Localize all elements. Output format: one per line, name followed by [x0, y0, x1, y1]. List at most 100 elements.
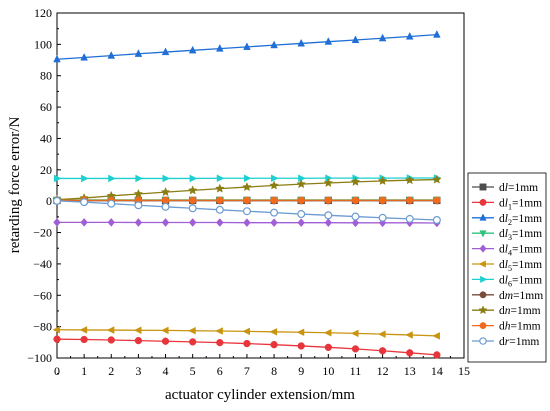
- legend-item: dm=1mm: [472, 290, 543, 302]
- data-point: [478, 260, 486, 268]
- data-point: [479, 337, 487, 345]
- legend-item: dl3=1mm: [472, 228, 542, 242]
- series-dl4-1mm: [53, 217, 441, 228]
- y-tick-label: 100: [34, 37, 52, 51]
- y-axis-label: retarding force error/N: [7, 117, 23, 254]
- data-point: [187, 185, 198, 195]
- legend-label: dl3=1mm: [499, 228, 542, 242]
- legend-label: dl2=1mm: [499, 213, 542, 227]
- data-point: [216, 174, 225, 183]
- x-tick-label: 3: [135, 364, 141, 378]
- legend-item: dl1=1mm: [472, 197, 542, 211]
- data-point: [270, 40, 278, 49]
- x-tick-label: 9: [298, 364, 304, 378]
- data-point: [378, 196, 387, 204]
- data-point: [107, 217, 115, 227]
- data-point: [160, 187, 171, 197]
- data-point: [80, 52, 88, 61]
- legend-item: dl6=1mm: [472, 274, 542, 288]
- data-point: [406, 196, 414, 204]
- data-point: [134, 201, 143, 210]
- data-point: [189, 196, 197, 204]
- data-point: [404, 175, 415, 185]
- data-point: [243, 42, 251, 50]
- data-point: [81, 174, 89, 183]
- data-point: [405, 31, 414, 40]
- data-point: [106, 326, 115, 334]
- data-point: [161, 196, 170, 204]
- data-point: [351, 218, 360, 228]
- data-point: [271, 174, 279, 183]
- series-dn-1mm: [52, 174, 442, 204]
- data-point: [324, 211, 333, 220]
- data-point: [188, 45, 197, 54]
- x-tick-label: 12: [377, 364, 389, 378]
- data-point: [162, 174, 171, 183]
- y-tick-label: −40: [33, 257, 52, 271]
- data-point: [107, 336, 115, 344]
- data-point: [297, 38, 306, 47]
- legend-label: dr=1mm: [499, 336, 539, 348]
- data-point: [324, 37, 333, 45]
- data-point: [134, 49, 143, 57]
- legend-label: dl1=1mm: [499, 197, 542, 211]
- data-point: [80, 217, 88, 227]
- legend-label: dl6=1mm: [499, 274, 542, 288]
- data-point: [269, 180, 279, 190]
- series-dl1-1mm: [53, 335, 441, 359]
- data-point: [242, 182, 252, 192]
- data-point: [479, 322, 487, 330]
- data-point: [377, 175, 388, 186]
- data-point: [432, 216, 441, 225]
- data-point: [53, 335, 61, 343]
- data-point: [160, 326, 169, 335]
- legend-label: dm=1mm: [499, 290, 543, 302]
- data-point: [243, 218, 251, 228]
- plot-frame: [56, 12, 465, 359]
- data-point: [216, 196, 224, 204]
- data-point: [79, 326, 88, 334]
- x-tick-label: 5: [190, 364, 196, 378]
- y-tick-label: 60: [40, 100, 52, 114]
- data-point: [133, 326, 142, 335]
- data-point: [479, 291, 487, 299]
- x-tick-label: 13: [404, 364, 416, 378]
- data-point: [134, 336, 143, 345]
- data-point: [297, 218, 305, 228]
- data-point: [298, 174, 306, 183]
- data-point: [189, 174, 198, 183]
- data-point: [215, 327, 223, 335]
- data-point: [216, 338, 224, 347]
- data-point: [323, 177, 334, 188]
- data-point: [161, 202, 170, 211]
- data-point: [53, 217, 61, 227]
- data-point: [479, 230, 487, 238]
- data-point: [479, 244, 487, 253]
- data-point: [270, 208, 279, 217]
- data-point: [216, 218, 224, 227]
- series-dl5-1mm: [52, 325, 440, 340]
- x-tick-label: 2: [108, 364, 114, 378]
- data-point: [405, 331, 413, 339]
- series-layer: [52, 30, 442, 359]
- series-dr-1mm: [52, 196, 441, 225]
- x-tick-label: 0: [54, 364, 60, 378]
- y-tick-label: −80: [33, 320, 52, 334]
- data-point: [134, 218, 143, 227]
- data-point: [351, 196, 360, 204]
- data-point: [378, 213, 387, 222]
- legend-label: dh=1mm: [499, 321, 541, 333]
- y-tick-label: −60: [33, 288, 52, 302]
- data-point: [188, 218, 197, 227]
- data-point: [296, 179, 306, 189]
- x-tick-label: 8: [271, 364, 277, 378]
- data-point: [135, 174, 143, 183]
- legend-label: dl=1mm: [499, 182, 538, 194]
- legend-item: dn=1mm: [472, 305, 541, 317]
- data-point: [479, 183, 487, 191]
- data-point: [269, 328, 278, 336]
- legend-label: dn=1mm: [499, 305, 541, 317]
- data-point: [242, 207, 251, 216]
- data-point: [324, 218, 333, 228]
- data-point: [350, 176, 361, 186]
